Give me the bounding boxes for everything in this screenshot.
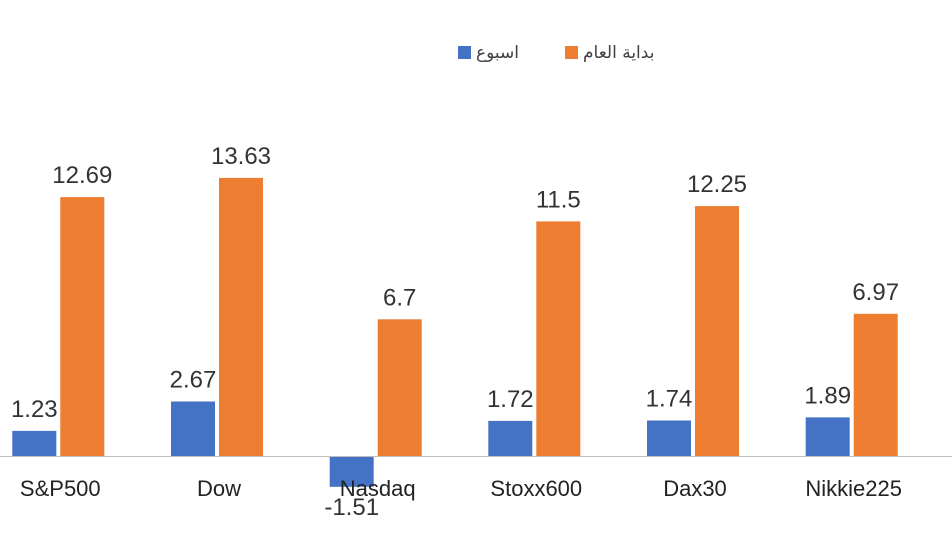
legend-swatch-start-of-year — [565, 46, 578, 59]
bar-week-stoxx600 — [488, 420, 533, 456]
data-label-start-of-year: 6.97 — [852, 279, 899, 306]
data-labels: 1.23 12.69 2.67 13.63 -1.51 6.7 1.72 11.5 1.74 12… — [11, 143, 899, 521]
data-label-start-of-year: 11.5 — [536, 186, 581, 213]
bar-start-of-year-nikkie225 — [853, 313, 898, 456]
bar-start-of-year-stoxx600 — [536, 221, 581, 456]
bar-week-sp500 — [12, 430, 57, 456]
legend-swatch-week — [458, 46, 471, 59]
bar-week-nikkie225 — [805, 417, 850, 456]
bar-week-dax30 — [647, 420, 691, 456]
bar-start-of-year-nasdaq — [377, 319, 422, 456]
data-label-week: -1.51 — [324, 494, 379, 521]
category-labels: S&P500 Dow Nasdaq Stoxx600 Dax30 Nikkie225 — [20, 476, 902, 501]
bar-start-of-year-dow — [219, 177, 263, 456]
bar-start-of-year-dax30 — [695, 206, 739, 456]
category-label: Stoxx600 — [490, 476, 582, 501]
data-label-week: 1.89 — [804, 382, 851, 409]
legend-label-week: اسبوع — [476, 43, 519, 63]
category-label: Nasdaq — [340, 476, 416, 501]
data-label-start-of-year: 13.63 — [211, 143, 271, 170]
category-label: S&P500 — [20, 476, 101, 501]
data-label-start-of-year: 12.69 — [52, 162, 112, 189]
bar-week-dow — [171, 401, 215, 456]
data-label-start-of-year: 12.25 — [687, 171, 747, 198]
data-label-week: 1.23 — [11, 396, 58, 423]
data-label-week: 2.67 — [170, 367, 217, 394]
bar-start-of-year-sp500 — [60, 197, 105, 456]
category-label: Dax30 — [663, 476, 727, 501]
legend: بداية العام اسبوع — [458, 43, 654, 63]
bar-week-nasdaq — [329, 456, 374, 487]
category-label: Dow — [197, 476, 241, 501]
data-label-week: 1.74 — [646, 386, 693, 413]
category-label: Nikkie225 — [805, 476, 902, 501]
data-label-start-of-year: 6.7 — [383, 284, 416, 311]
bars — [12, 177, 898, 487]
data-label-week: 1.72 — [487, 386, 534, 413]
legend-label-start-of-year: بداية العام — [583, 43, 654, 63]
